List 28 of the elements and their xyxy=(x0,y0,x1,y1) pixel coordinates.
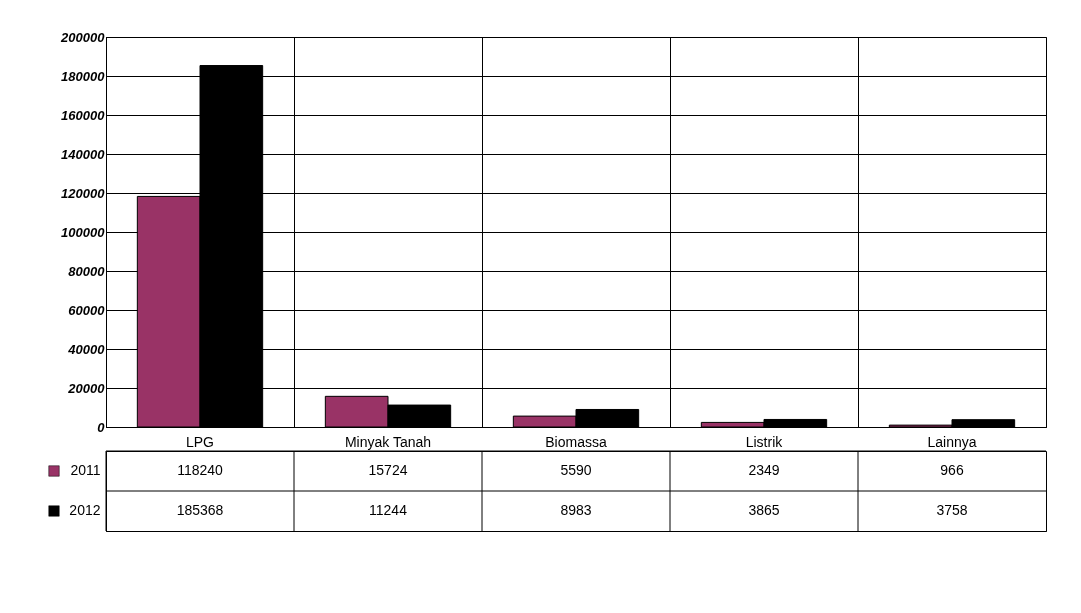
y-tick-label: 40000 xyxy=(67,341,106,357)
y-tick-label: 0 xyxy=(97,419,106,435)
x-tick-label: Lainnya xyxy=(927,433,977,450)
y-tick-label: 120000 xyxy=(61,185,106,201)
data-label: 5590 xyxy=(560,462,592,478)
data-label: 118240 xyxy=(177,462,224,478)
x-tick-label: LPG xyxy=(185,433,215,450)
x-tick-label: Listrik xyxy=(745,433,784,450)
y-tick-label: 140000 xyxy=(61,146,106,162)
data-label: 966 xyxy=(940,462,964,478)
data-label: 11244 xyxy=(369,502,408,518)
y-tick-label: 180000 xyxy=(61,68,106,84)
legend-label: 2012 xyxy=(69,502,101,518)
y-tick-label: 20000 xyxy=(67,380,106,396)
data-label: 2349 xyxy=(748,462,780,478)
y-tick-label: 200000 xyxy=(60,29,106,45)
data-label: 15724 xyxy=(368,462,408,478)
data-label: 3865 xyxy=(748,502,780,518)
data-label: 8983 xyxy=(560,502,592,518)
data-label: 185368 xyxy=(176,502,224,518)
x-tick-label: Biomassa xyxy=(545,433,607,450)
x-tick-label: Minyak Tanah xyxy=(344,433,432,450)
y-tick-label: 160000 xyxy=(61,107,106,123)
y-tick-label: 60000 xyxy=(68,302,106,318)
y-tick-label: 80000 xyxy=(68,263,106,279)
data-label: 3758 xyxy=(936,502,968,518)
y-tick-label: 100000 xyxy=(61,224,106,240)
legend-label: 2011 xyxy=(70,462,101,478)
